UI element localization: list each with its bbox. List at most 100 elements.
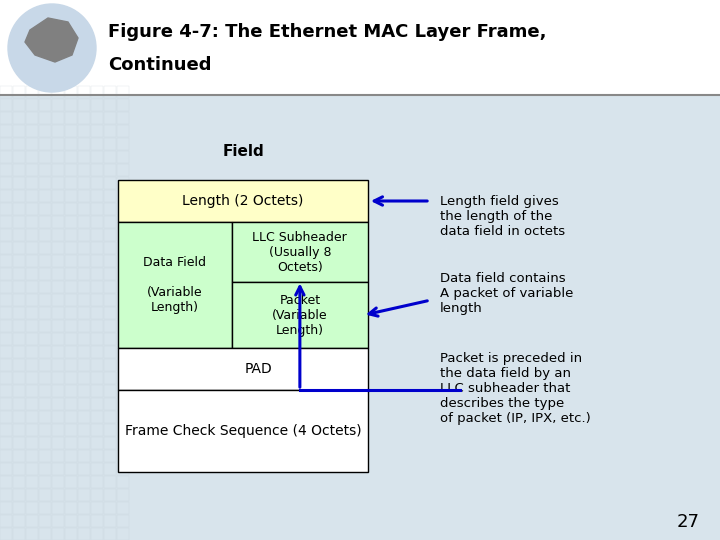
Bar (104, 86, 116, 98)
Bar (91, 528, 103, 540)
Bar (0, 112, 12, 124)
Bar (39, 411, 51, 423)
Bar (65, 177, 77, 189)
Bar (118, 180, 368, 222)
Bar (104, 268, 116, 280)
Bar (65, 190, 77, 202)
Bar (104, 528, 116, 540)
Bar (117, 489, 129, 501)
Bar (26, 125, 38, 137)
Bar (39, 86, 51, 98)
Bar (117, 502, 129, 514)
Bar (91, 398, 103, 410)
Bar (65, 99, 77, 111)
Bar (26, 294, 38, 306)
Bar (104, 125, 116, 137)
Bar (39, 216, 51, 228)
Circle shape (8, 4, 96, 92)
Text: 27: 27 (677, 513, 700, 531)
Bar (52, 268, 64, 280)
Bar (52, 255, 64, 267)
Bar (91, 99, 103, 111)
Bar (104, 359, 116, 371)
Bar (0, 307, 12, 319)
Bar (39, 229, 51, 241)
Bar (104, 151, 116, 163)
Bar (52, 333, 64, 345)
Bar (52, 86, 64, 98)
Bar (39, 177, 51, 189)
Bar (13, 359, 25, 371)
Text: Length (2 Octets): Length (2 Octets) (182, 194, 304, 208)
Bar (91, 320, 103, 332)
Bar (65, 385, 77, 397)
Bar (65, 138, 77, 150)
Bar (52, 346, 64, 358)
Bar (91, 151, 103, 163)
Bar (52, 515, 64, 527)
Bar (104, 307, 116, 319)
Bar (78, 190, 90, 202)
Bar (65, 112, 77, 124)
Bar (0, 255, 12, 267)
Bar (39, 476, 51, 488)
Bar (39, 346, 51, 358)
Bar (26, 216, 38, 228)
Bar (39, 125, 51, 137)
Bar (26, 255, 38, 267)
Bar (13, 203, 25, 215)
Bar (78, 151, 90, 163)
Bar (91, 502, 103, 514)
Bar (39, 99, 51, 111)
Bar (104, 281, 116, 293)
Bar (52, 359, 64, 371)
Bar (91, 177, 103, 189)
Bar (13, 164, 25, 176)
Bar (0, 333, 12, 345)
Text: Continued: Continued (108, 56, 212, 74)
Bar (52, 528, 64, 540)
Bar (52, 476, 64, 488)
Bar (104, 385, 116, 397)
Bar (0, 164, 12, 176)
Bar (91, 411, 103, 423)
Bar (13, 528, 25, 540)
Bar (13, 86, 25, 98)
Bar (52, 489, 64, 501)
Bar (78, 450, 90, 462)
Bar (117, 151, 129, 163)
Bar (65, 372, 77, 384)
Bar (78, 489, 90, 501)
Bar (0, 528, 12, 540)
Bar (52, 385, 64, 397)
Bar (104, 372, 116, 384)
Bar (26, 372, 38, 384)
Bar (117, 229, 129, 241)
Bar (117, 307, 129, 319)
Bar (117, 333, 129, 345)
Bar (104, 489, 116, 501)
Bar (26, 398, 38, 410)
Bar (52, 164, 64, 176)
Bar (65, 268, 77, 280)
Bar (117, 463, 129, 475)
Bar (91, 346, 103, 358)
Text: Data field contains
A packet of variable
length: Data field contains A packet of variable… (440, 272, 573, 315)
Bar (78, 411, 90, 423)
Bar (117, 476, 129, 488)
Bar (13, 385, 25, 397)
Bar (0, 294, 12, 306)
Bar (0, 502, 12, 514)
Bar (65, 515, 77, 527)
Text: Packet is preceded in
the data field by an
LLC subheader that
describes the type: Packet is preceded in the data field by … (440, 352, 590, 425)
Bar (78, 515, 90, 527)
Bar (78, 216, 90, 228)
Bar (117, 138, 129, 150)
Bar (13, 190, 25, 202)
Bar (52, 398, 64, 410)
Bar (0, 138, 12, 150)
Bar (13, 489, 25, 501)
Bar (0, 476, 12, 488)
Bar (26, 463, 38, 475)
Bar (78, 294, 90, 306)
